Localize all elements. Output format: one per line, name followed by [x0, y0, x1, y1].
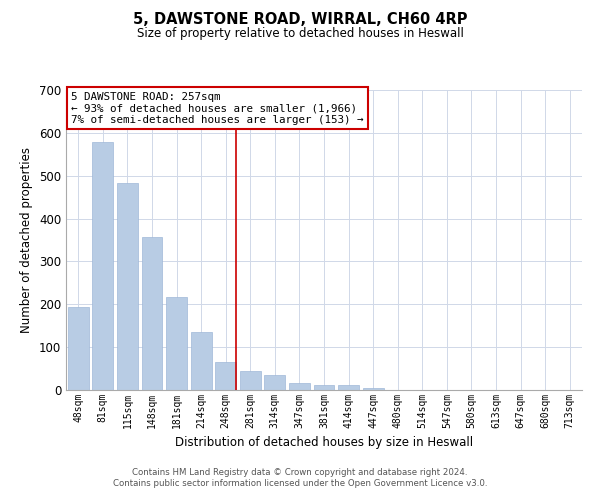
Y-axis label: Number of detached properties: Number of detached properties	[20, 147, 34, 333]
Bar	[191, 332, 212, 390]
Bar	[142, 237, 163, 390]
Bar	[240, 371, 261, 390]
Text: 5, DAWSTONE ROAD, WIRRAL, CH60 4RP: 5, DAWSTONE ROAD, WIRRAL, CH60 4RP	[133, 12, 467, 28]
Bar	[92, 142, 113, 390]
Bar	[265, 375, 286, 390]
Text: Contains HM Land Registry data © Crown copyright and database right 2024.
Contai: Contains HM Land Registry data © Crown c…	[113, 468, 487, 487]
Bar	[215, 362, 236, 390]
Bar	[314, 386, 334, 390]
Bar	[166, 298, 187, 390]
Text: 5 DAWSTONE ROAD: 257sqm
← 93% of detached houses are smaller (1,966)
7% of semi-: 5 DAWSTONE ROAD: 257sqm ← 93% of detache…	[71, 92, 364, 124]
X-axis label: Distribution of detached houses by size in Heswall: Distribution of detached houses by size …	[175, 436, 473, 450]
Bar	[362, 388, 383, 390]
Bar	[68, 308, 89, 390]
Bar	[289, 382, 310, 390]
Bar	[117, 182, 138, 390]
Bar	[338, 385, 359, 390]
Text: Size of property relative to detached houses in Heswall: Size of property relative to detached ho…	[137, 28, 463, 40]
